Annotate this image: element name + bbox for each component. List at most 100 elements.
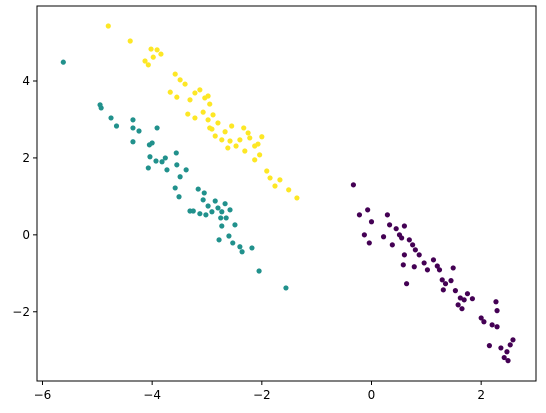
point [197, 87, 203, 93]
point [411, 264, 417, 270]
point [406, 237, 412, 243]
x-tick-label: −2 [253, 388, 271, 402]
point [277, 177, 283, 183]
point [218, 215, 224, 221]
x-tick-label: −4 [143, 388, 161, 402]
point [421, 260, 427, 266]
point [176, 194, 182, 200]
point [203, 212, 209, 218]
point [424, 267, 431, 273]
point [205, 117, 211, 123]
point [489, 322, 495, 328]
point [174, 94, 180, 100]
point [195, 186, 201, 192]
point [185, 111, 191, 117]
point [113, 123, 120, 129]
point [226, 233, 232, 239]
point [399, 235, 405, 241]
point [173, 150, 179, 156]
point [478, 315, 484, 321]
point [227, 207, 233, 213]
point [223, 215, 229, 221]
point [365, 207, 371, 213]
point [98, 105, 104, 111]
point [145, 165, 151, 171]
point [455, 302, 461, 308]
point [225, 145, 231, 151]
point [452, 288, 458, 294]
point [356, 212, 363, 218]
point [401, 223, 407, 229]
point [219, 209, 225, 215]
point [264, 168, 270, 174]
point [410, 242, 416, 248]
point [504, 349, 510, 355]
point [252, 157, 258, 163]
point [461, 297, 467, 303]
point [245, 130, 251, 136]
point [350, 182, 356, 188]
point [505, 358, 511, 364]
point [494, 308, 500, 314]
point [249, 245, 255, 251]
point [242, 148, 248, 154]
point [222, 201, 228, 207]
point [192, 90, 198, 96]
point [393, 226, 399, 232]
point [232, 222, 238, 228]
point [174, 162, 180, 168]
point [434, 263, 440, 269]
y-tick-label: −2 [12, 305, 30, 319]
point [158, 51, 164, 57]
point [205, 93, 211, 99]
point [440, 287, 446, 293]
point [159, 159, 165, 165]
x-tick-label: −6 [34, 388, 52, 402]
point [148, 46, 154, 52]
point [215, 120, 221, 126]
point [256, 268, 262, 274]
point [207, 125, 213, 131]
point [230, 240, 236, 246]
point [145, 62, 151, 68]
point [386, 222, 393, 228]
point [401, 252, 407, 258]
point [459, 306, 465, 312]
point [237, 137, 243, 143]
point [450, 265, 456, 271]
point [177, 77, 183, 83]
point [142, 58, 148, 64]
point [366, 240, 372, 246]
point [412, 247, 418, 253]
point [172, 71, 178, 77]
point [436, 267, 443, 273]
point [294, 195, 300, 201]
point [200, 197, 206, 203]
point [283, 285, 289, 291]
y-tick-label: 0 [22, 228, 30, 242]
point [182, 81, 188, 87]
point [257, 152, 263, 158]
point [153, 158, 159, 164]
point [127, 38, 133, 44]
point [187, 97, 193, 103]
point [149, 140, 155, 146]
point [200, 109, 206, 115]
point [164, 167, 170, 173]
point [227, 138, 233, 144]
point [201, 190, 207, 196]
point [216, 237, 222, 243]
point [416, 252, 422, 258]
point [486, 343, 492, 349]
point [108, 115, 114, 121]
point [183, 167, 189, 173]
point [130, 125, 136, 131]
point [162, 155, 168, 161]
point [430, 257, 437, 263]
point [130, 139, 136, 145]
point [384, 212, 390, 218]
point [154, 125, 160, 131]
point [507, 342, 513, 348]
point [210, 112, 216, 118]
